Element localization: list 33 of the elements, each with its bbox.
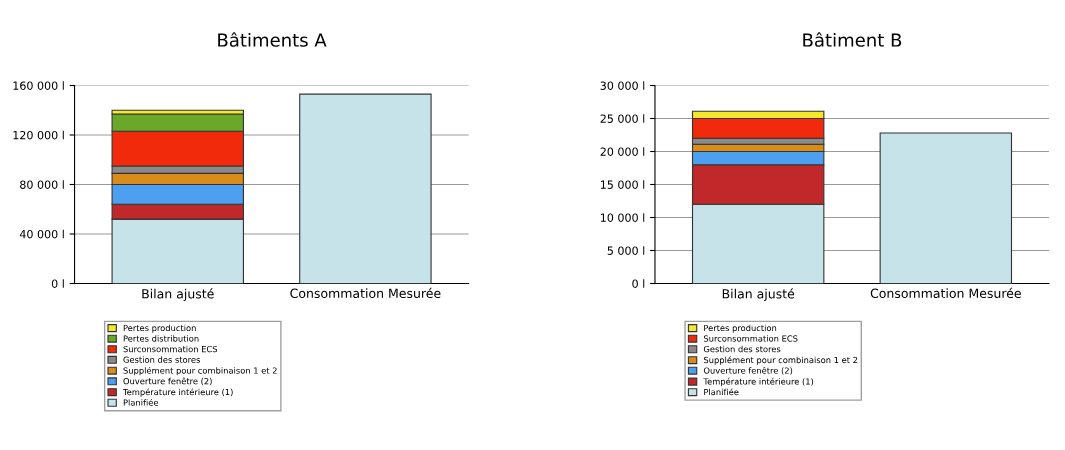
- x-tick-label: Consommation Mesurée: [870, 287, 1021, 299]
- chart-title: Bâtiment B: [803, 32, 902, 47]
- legend-label: Gestion des stores: [123, 356, 200, 363]
- legend-label: Supplément pour combinaison 1 et 2: [123, 366, 277, 376]
- y-tick-label: 10 000 l: [600, 213, 645, 222]
- x-tick-label: Bilan ajusté: [142, 288, 214, 301]
- y-tick-label: 120 000 l: [13, 130, 64, 140]
- y-tick-label: 0 l: [632, 279, 645, 288]
- y-tick-label: 160 000 l: [13, 81, 64, 90]
- chart-title: Bâtiments A: [218, 32, 327, 47]
- legend-label: Planifiée: [704, 388, 739, 396]
- legend-label: Température intérieure (1): [122, 388, 233, 397]
- legend-label: Surconsommation ECS: [123, 345, 218, 353]
- legend-label: Ouverture fenêtre (2): [703, 366, 793, 375]
- y-tick-label: 40 000 l: [19, 229, 64, 239]
- legend-label: Pertes production: [704, 324, 777, 333]
- legend-label: Pertes distribution: [123, 335, 199, 342]
- x-tick-label: Bilan ajusté: [722, 288, 795, 301]
- y-tick-label: 20 000 l: [600, 147, 645, 156]
- legend-label: Surconsommation ECS: [703, 335, 798, 342]
- legend-label: Ouverture fenêtre (2): [123, 377, 212, 386]
- legend-label: Gestion des stores: [703, 345, 781, 353]
- y-tick-label: 25 000 l: [600, 114, 645, 123]
- y-tick-label: 5 000 l: [607, 246, 645, 255]
- y-tick-label: 80 000 l: [20, 180, 64, 189]
- legend-label: Supplément pour combinaison 1 et 2: [703, 356, 858, 365]
- legend-label: Température intérieure (1): [703, 377, 814, 387]
- y-tick-label: 0 l: [51, 279, 64, 288]
- y-tick-label: 30 000 l: [600, 81, 645, 90]
- legend-label: Planifiée: [123, 398, 159, 406]
- y-tick-label: 15 000 l: [600, 180, 645, 189]
- x-tick-label: Consommation Mesurée: [290, 287, 441, 299]
- legend-label: Pertes production: [123, 324, 196, 333]
